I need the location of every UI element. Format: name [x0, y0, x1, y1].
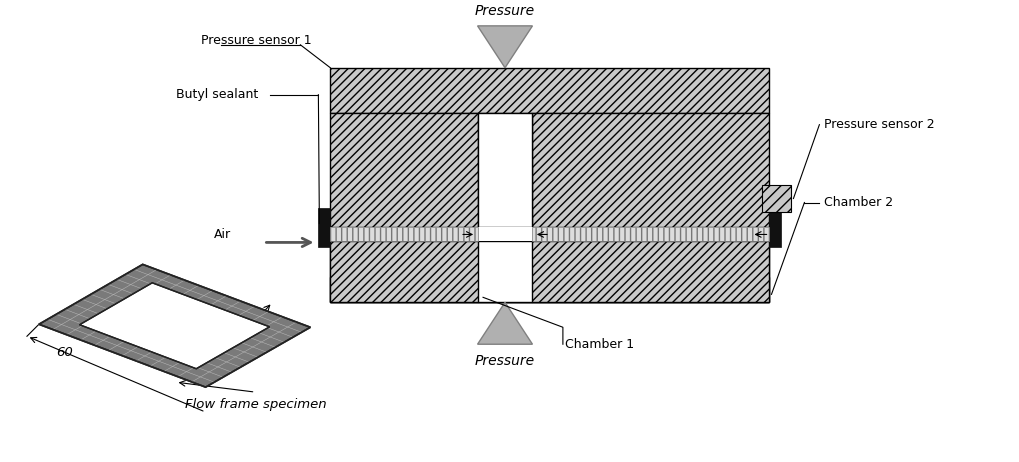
Polygon shape — [39, 264, 310, 387]
Bar — [478, 113, 532, 227]
Polygon shape — [79, 283, 269, 369]
Text: Pressure sensor 1: Pressure sensor 1 — [201, 34, 311, 47]
Bar — [330, 113, 478, 227]
Bar — [532, 227, 768, 242]
Bar — [478, 242, 532, 302]
Text: Butyl sealant: Butyl sealant — [175, 88, 258, 101]
Bar — [330, 242, 768, 302]
Text: Pressure: Pressure — [475, 4, 535, 18]
Text: Chamber 2: Chamber 2 — [823, 196, 893, 209]
Polygon shape — [477, 26, 532, 68]
Text: 8: 8 — [262, 318, 271, 331]
Text: Chamber 1: Chamber 1 — [565, 338, 634, 351]
Bar — [532, 113, 768, 227]
Bar — [330, 242, 478, 302]
Bar — [330, 227, 768, 242]
Bar — [330, 68, 768, 113]
Text: Pressure: Pressure — [475, 354, 535, 368]
Bar — [330, 277, 768, 302]
Text: Flow frame specimen: Flow frame specimen — [184, 398, 326, 411]
Bar — [761, 184, 791, 213]
Text: 60: 60 — [56, 346, 72, 359]
Text: Pressure sensor 2: Pressure sensor 2 — [823, 118, 934, 131]
Bar — [768, 207, 781, 248]
Text: Air: Air — [213, 228, 230, 241]
Polygon shape — [477, 302, 532, 344]
Bar — [478, 227, 532, 242]
Bar — [318, 207, 330, 248]
Bar — [532, 242, 768, 302]
Bar — [330, 227, 478, 242]
